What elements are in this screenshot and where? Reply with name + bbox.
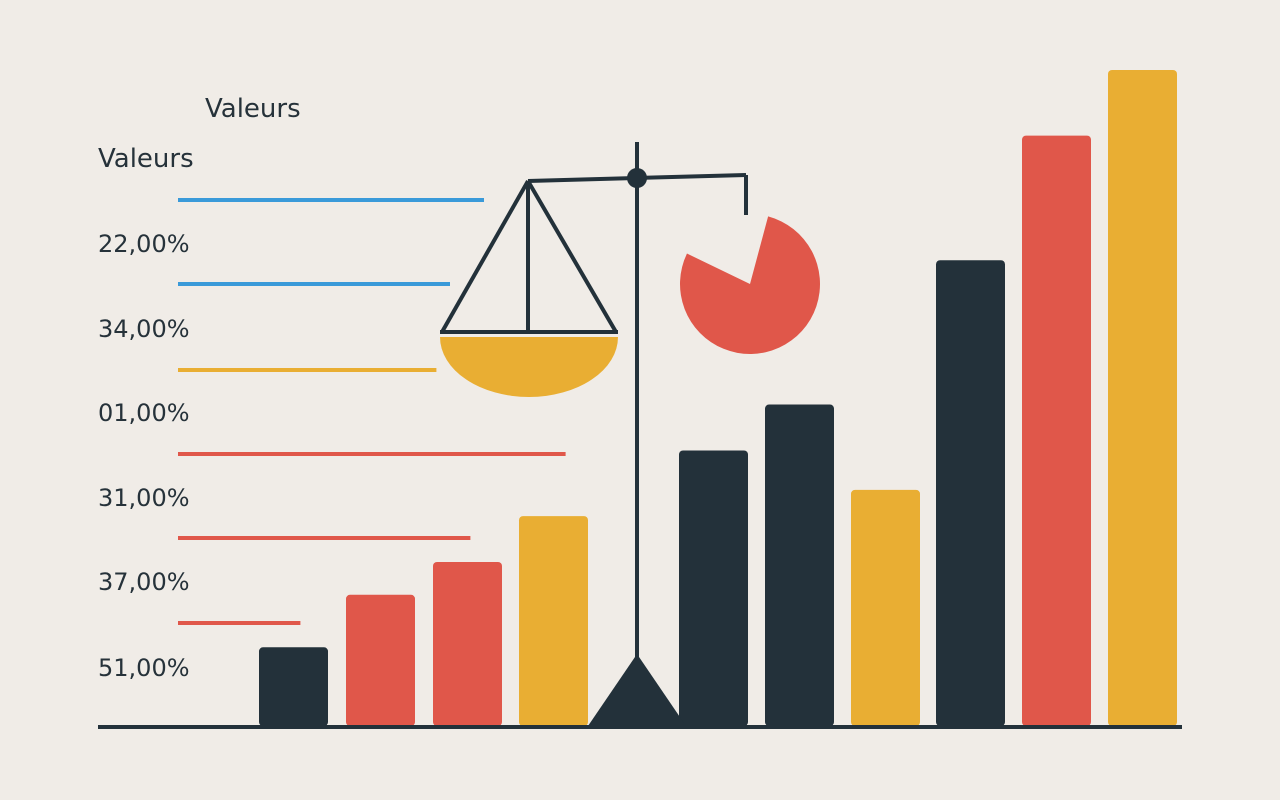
row-label: 01,00% — [98, 399, 190, 427]
bar — [679, 450, 748, 726]
row-label: 37,00% — [98, 568, 190, 596]
bar — [346, 594, 415, 726]
bar — [851, 489, 920, 726]
chart-title: Valeurs — [205, 94, 301, 124]
row-label: 22,00% — [98, 230, 190, 258]
value-lines — [178, 198, 566, 625]
balance-scale-icon — [440, 142, 748, 726]
bar — [936, 260, 1005, 726]
bar — [765, 404, 834, 726]
bar — [433, 562, 502, 726]
row-label: 51,00% — [98, 654, 190, 682]
row-label: 31,00% — [98, 484, 190, 512]
bar — [1022, 135, 1091, 727]
row-label: 34,00% — [98, 315, 190, 343]
pie-slice — [680, 216, 820, 354]
y-axis-label: Valeurs — [98, 144, 194, 174]
bar — [259, 647, 328, 726]
bar-series — [259, 70, 1177, 727]
bar — [1108, 70, 1177, 726]
bar — [519, 516, 588, 726]
